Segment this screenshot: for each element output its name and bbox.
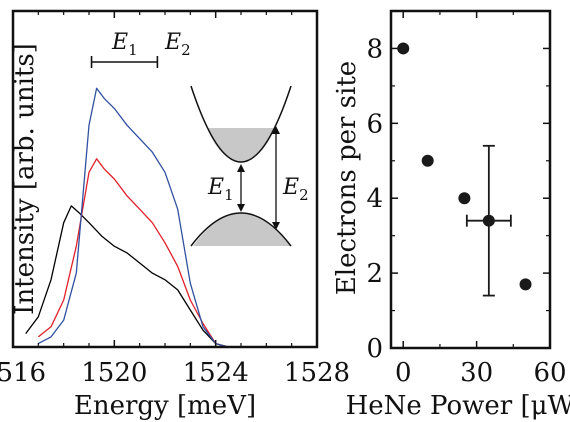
data-point [421,154,434,167]
electrons-plot-frame [389,9,552,350]
spectra-x-tick-label: 1516 [0,358,46,388]
electrons-x-tick-label: 30 [460,358,493,388]
spectra-tick-labels: 1516 1520 1524 1528 [0,358,350,388]
spectra-curves [25,87,229,348]
electrons-y-tick-label: 4 [366,184,383,214]
electrons-y-tick-label: 2 [366,259,383,289]
e2-arrow-head-bottom [272,222,280,230]
electrons-data-points [397,42,532,297]
electrons-y-tick-label: 8 [366,34,383,64]
electrons-y-tick-label: 6 [366,109,383,139]
band-diagram-inset: E1 E2 [190,85,309,247]
spectrum-line-2 [37,87,229,348]
energy-bracket [90,56,159,68]
spectrum-line-0 [25,205,229,348]
e1-arrow-head-bottom [237,204,245,212]
spectra-x-axis-title: Energy [meV] [74,391,256,421]
bracket-label-e2: E2 [164,30,191,59]
electrons-x-tick-label: 60 [533,358,566,388]
spectra-x-tick-label: 1520 [81,358,147,388]
electrons-panel: 0 30 60 0 2 4 6 8 HeNe Power [μW] Electrons per… [332,9,570,421]
e2-arrow-head-top [272,126,280,134]
spectra-x-tick-label: 1524 [183,358,249,388]
conduction-band-curve [190,85,292,163]
spectra-panel: 1516 1520 1524 1528 Energy [meV] Intensity … [0,9,350,421]
inset-label-e2: E2 [282,175,309,204]
valence-band-fill [193,213,291,246]
bracket-label-e1: E1 [111,30,138,59]
electrons-y-axis-title: Electrons per site [332,61,362,295]
data-point [397,42,410,55]
electrons-ticks [391,11,551,349]
inset-label-e1: E1 [207,175,234,204]
e1-arrow-head-top [237,164,245,172]
valence-band-curve [190,212,292,247]
electrons-x-axis-title: HeNe Power [μW] [346,391,570,421]
spectra-plot-frame [11,9,319,349]
data-point [482,214,495,227]
spectra-ticks [12,11,318,347]
electrons-tick-labels: 0 30 60 0 2 4 6 8 [366,34,566,388]
spectra-x-tick-label: 1528 [284,358,350,388]
data-point [458,192,471,205]
spectra-y-axis-title: Intensity [arb. units] [10,43,40,315]
electrons-y-tick-label: 0 [366,334,383,364]
data-point [519,278,532,291]
electrons-x-tick-label: 0 [395,358,412,388]
spectrum-line-1 [37,158,229,348]
